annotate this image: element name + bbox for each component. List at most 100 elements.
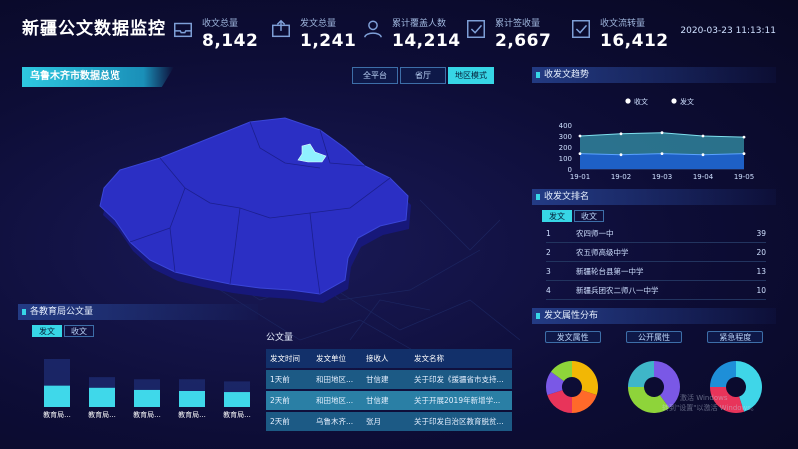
cell-unit: 和田地区...	[316, 375, 354, 384]
donut-segment	[710, 361, 736, 387]
stat-value: 16,412	[600, 31, 669, 51]
bureau-tab-send[interactable]: 发文	[32, 325, 62, 337]
mode-department-button[interactable]: 省厅	[400, 67, 446, 84]
column-header: 发文名称	[414, 354, 444, 363]
datetime: 2020-03-23 11:13:11	[680, 26, 776, 36]
donut-segment	[547, 390, 572, 413]
bar-label: 教育局...	[178, 410, 206, 419]
stat-value: 2,667	[495, 31, 552, 51]
ranking-panel: 收发文排名 发文 收文 1 农四师一中 39 2 农五师高级中学 20 3 新疆轮台县第一…	[532, 189, 776, 300]
watermark-line2: 转到"设置"以激活 Windows。	[662, 404, 758, 412]
mode-all-platform-button[interactable]: 全平台	[352, 67, 398, 84]
x-tick-label: 19-05	[734, 173, 754, 181]
cell-doc-name: 关于印发自治区教育脱贫...	[414, 417, 504, 426]
cell-time: 1天前	[270, 375, 290, 384]
ranking-tab-send[interactable]: 发文	[542, 210, 572, 222]
column-header: 发文单位	[316, 354, 346, 363]
rank-name: 农五师高级中学	[576, 247, 629, 257]
stat-label: 累计签收量	[495, 19, 541, 29]
data-point	[701, 153, 705, 157]
stat-flow: 收文流转量 16,412	[570, 10, 669, 56]
stat-label: 累计覆盖人数	[392, 19, 447, 29]
cell-receiver: 甘信建	[366, 375, 389, 384]
mode-region-button[interactable]: 地区模式	[448, 67, 494, 84]
outbox-icon	[272, 19, 290, 38]
table-row[interactable]: 2天前 和田地区... 甘信建 关于开展2019年新增学...	[266, 391, 512, 410]
data-point	[701, 134, 705, 138]
bar-label: 教育局...	[43, 410, 71, 419]
y-tick-label: 0	[568, 166, 572, 174]
stat-inbox: 收文总量 8,142	[172, 10, 258, 56]
ranking-row[interactable]: 3 新疆轮台县第一中学 13	[546, 262, 766, 281]
data-point	[578, 152, 582, 155]
donut-segment	[654, 361, 680, 409]
column-header: 发文时间	[270, 354, 300, 363]
bureau-tab-receive[interactable]: 收文	[64, 325, 94, 337]
cell-receiver: 张月	[366, 417, 381, 426]
data-point	[660, 152, 664, 155]
rank-value: 13	[756, 266, 766, 276]
rank-value: 39	[756, 228, 766, 238]
table-header: 发文时间 发文单位 接收人 发文名称	[266, 349, 512, 368]
donut-segment	[546, 371, 564, 396]
donut-segment	[710, 387, 745, 413]
attr-label-urgency[interactable]: 紧急程度	[707, 331, 764, 343]
page-title: 新疆公文数据监控	[22, 19, 166, 39]
inbox-icon	[174, 22, 192, 38]
attributes-title: 发文属性分布	[532, 308, 776, 324]
ranking-row[interactable]: 2 农五师高级中学 20	[546, 243, 766, 262]
bar	[224, 392, 250, 407]
stat-signed: 累计签收量 2,667	[465, 10, 551, 56]
region-title: 乌鲁木齐市数据总览	[22, 67, 174, 87]
rank-number: 4	[546, 285, 551, 295]
cell-unit: 和田地区...	[316, 396, 354, 405]
donut-segment	[550, 361, 572, 382]
legend-marker	[671, 98, 677, 104]
donut-charts	[546, 361, 762, 413]
rank-name: 新疆轮台县第一中学	[576, 266, 644, 276]
bar-label: 教育局...	[88, 410, 116, 419]
bar	[44, 385, 70, 407]
data-point	[742, 152, 746, 155]
table-row[interactable]: 1天前 和田地区... 甘信建 关于印发《援疆省市支持...	[266, 370, 512, 389]
rank-name: 农四师一中	[576, 228, 614, 238]
ranking-title: 收发文排名	[532, 189, 776, 205]
legend-label: 收文	[634, 97, 648, 106]
donut-segment	[736, 361, 762, 412]
rank-number: 2	[546, 247, 551, 257]
cell-receiver: 甘信建	[366, 396, 389, 405]
ranking-tab-receive[interactable]: 收文	[574, 210, 604, 222]
stat-value: 1,241	[300, 31, 357, 51]
trend-title: 收发文趋势	[532, 67, 776, 83]
attr-label-public[interactable]: 公开属性	[625, 331, 682, 343]
attr-label-send[interactable]: 发文属性	[544, 331, 601, 343]
trend-panel: 收发文趋势 收文 发文 0 100 200 300 400 19-01 19-02 19-03 19…	[532, 67, 776, 181]
bureau-chart: 教育局... 教育局... 教育局... 教育局... 教育局...	[38, 359, 258, 424]
urumqi-highlight[interactable]	[297, 143, 327, 163]
donut-segment	[572, 361, 598, 396]
table-row[interactable]: 2天前 乌鲁木齐... 张月 关于印发自治区教育脱贫...	[266, 412, 512, 431]
ranking-list: 1 农四师一中 39 2 农五师高级中学 20 3 新疆轮台县第一中学 13 4 新疆兵团农二…	[546, 224, 766, 300]
map-borders	[129, 121, 391, 295]
column-header: 接收人	[366, 354, 389, 363]
ranking-row[interactable]: 4 新疆兵团农二师八一中学 10	[546, 281, 766, 300]
cell-time: 2天前	[270, 396, 290, 405]
data-point	[660, 131, 664, 135]
stat-label: 发文总量	[300, 19, 337, 29]
bar-label: 教育局...	[223, 410, 251, 419]
donut-segment	[628, 387, 670, 413]
xinjiang-map[interactable]	[90, 108, 420, 308]
y-tick-label: 100	[559, 155, 572, 163]
x-tick-label: 19-01	[570, 173, 590, 181]
data-point	[619, 153, 623, 157]
bar	[134, 389, 160, 407]
stat-label: 收文总量	[202, 19, 239, 29]
y-tick-label: 200	[559, 144, 572, 152]
rank-name: 新疆兵团农二师八一中学	[576, 285, 659, 295]
cell-doc-name: 关于印发《援疆省市支持...	[414, 375, 504, 384]
ranking-row[interactable]: 1 农四师一中 39	[546, 224, 766, 243]
documents-panel: 公文量 发文时间 发文单位 接收人 发文名称 1天前 和田地区... 甘信建 关…	[266, 330, 512, 431]
rank-number: 3	[546, 266, 551, 276]
donut-segment	[572, 390, 597, 413]
watermark-line1: 激活 Windows	[680, 394, 728, 402]
